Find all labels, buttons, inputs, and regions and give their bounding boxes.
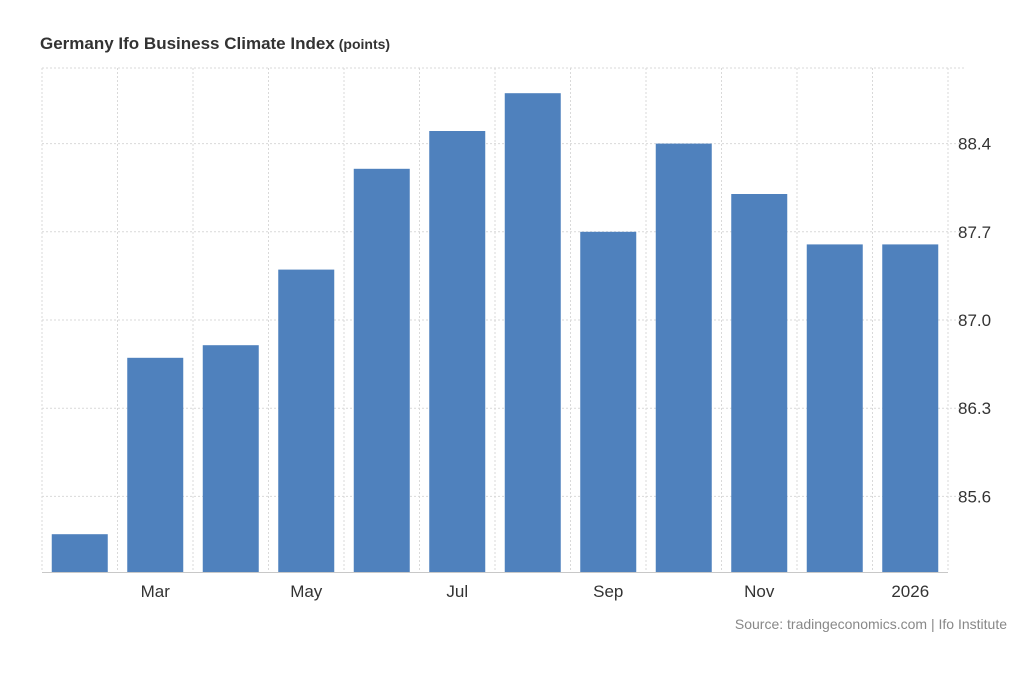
chart-title: Germany Ifo Business Climate Index (point… bbox=[40, 34, 390, 54]
bar[interactable] bbox=[806, 244, 863, 572]
bar[interactable] bbox=[731, 194, 788, 572]
x-tick-label: Jul bbox=[446, 582, 468, 601]
x-tick-label: Mar bbox=[141, 582, 171, 601]
bar[interactable] bbox=[127, 357, 184, 572]
y-tick-label: 85.6 bbox=[958, 487, 991, 506]
bar[interactable] bbox=[429, 131, 486, 572]
x-tick-label: Nov bbox=[744, 582, 775, 601]
y-tick-label: 87.7 bbox=[958, 223, 991, 242]
bar[interactable] bbox=[504, 93, 561, 572]
bar[interactable] bbox=[353, 168, 410, 573]
y-tick-label: 88.4 bbox=[958, 135, 991, 154]
bar[interactable] bbox=[580, 231, 637, 573]
chart-title-text: Germany Ifo Business Climate Index bbox=[40, 34, 335, 53]
x-tick-label: May bbox=[290, 582, 323, 601]
chart-unit: (points) bbox=[338, 36, 391, 52]
y-tick-label: 86.3 bbox=[958, 399, 991, 418]
bar[interactable] bbox=[278, 269, 335, 572]
x-tick-label: Sep bbox=[593, 582, 623, 601]
bar[interactable] bbox=[882, 244, 939, 572]
bar[interactable] bbox=[202, 345, 259, 572]
source-credit: Source: tradingeconomics.com | Ifo Insti… bbox=[734, 616, 1007, 632]
bar[interactable] bbox=[51, 534, 108, 572]
y-tick-label: 87.0 bbox=[958, 311, 991, 330]
x-tick-label: 2026 bbox=[891, 582, 929, 601]
bar[interactable] bbox=[655, 143, 712, 572]
